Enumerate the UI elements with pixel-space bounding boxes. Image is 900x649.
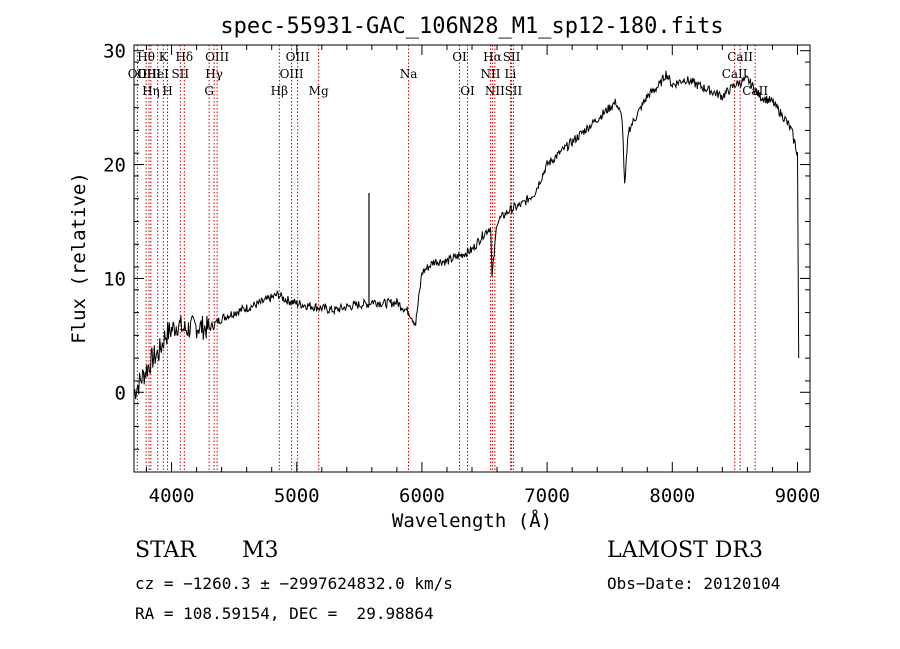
- redshift-velocity: cz = −1260.3 ± −2997624832.0 km/s: [135, 574, 453, 593]
- x-tick-label: 4000: [149, 485, 195, 507]
- spectral-line-label: OII: [128, 67, 148, 81]
- x-axis-ticks: 4000 5000 6000 7000 8000 9000: [146, 45, 821, 507]
- y-axis-title: Flux (relative): [68, 172, 90, 344]
- spectral-line-markers: [136, 45, 756, 472]
- object-class: STAR: [135, 538, 196, 563]
- spectral-line-label: Mg: [309, 84, 329, 98]
- spectral-line-label: H: [162, 84, 172, 98]
- spectral-line-label: SII: [505, 84, 523, 98]
- spectral-line-label: Hδ: [175, 50, 193, 64]
- survey-name: LAMOST DR3: [607, 538, 763, 563]
- y-axis-ticks: 0 10 20 30: [103, 41, 810, 450]
- spectral-line-label: SII: [171, 67, 189, 81]
- x-tick-label: 9000: [775, 485, 821, 507]
- spectral-line-label: OIII: [280, 67, 304, 81]
- x-tick-label: 5000: [274, 485, 320, 507]
- object-subclass: M3: [242, 538, 279, 563]
- spectral-line-label: CaII: [727, 50, 753, 64]
- spectral-line-label: K: [159, 50, 169, 64]
- spectral-line-label: HeI: [147, 67, 170, 81]
- spectral-line-label: OIII: [137, 67, 161, 81]
- spectral-line-label: NII: [481, 67, 501, 81]
- y-tick-label: 30: [103, 41, 126, 63]
- spectral-line-label: Hα: [483, 50, 502, 64]
- y-tick-label: 0: [115, 382, 126, 404]
- spectral-line-label: G: [204, 84, 214, 98]
- spectral-line-label: OI: [452, 50, 467, 64]
- spectral-line-labels: OII Hθ OIII Hη HeI K H SII Hδ G Hγ OIII Hβ OIII OIII Mg…: [128, 50, 769, 98]
- spectral-line-label: CaII: [722, 67, 748, 81]
- x-tick-label: 6000: [399, 485, 445, 507]
- spectrum-series-line: [133, 70, 800, 400]
- spectral-line-label: OIII: [286, 50, 310, 64]
- y-tick-label: 20: [103, 155, 126, 177]
- sky-coordinates: RA = 108.59154, DEC = 29.98864: [135, 604, 434, 623]
- spectral-line-label: Li: [505, 67, 517, 81]
- spectral-line-label: Hβ: [271, 84, 288, 98]
- x-tick-label: 7000: [524, 485, 570, 507]
- spectral-line-label: Hη: [142, 84, 160, 98]
- chart-title: spec-55931-GAC_106N28_M1_sp12-180.fits: [220, 14, 723, 39]
- x-tick-label: 8000: [649, 485, 695, 507]
- x-axis-title: Wavelength (Å): [392, 509, 552, 532]
- plot-frame: [133, 44, 811, 473]
- y-tick-label: 10: [103, 268, 126, 290]
- spectral-line-label: Hγ: [205, 67, 223, 81]
- observation-date: Obs−Date: 20120104: [607, 574, 781, 593]
- spectral-line-label: NII: [485, 84, 505, 98]
- spectral-line-label: SII: [503, 50, 521, 64]
- spectral-line-label: Na: [400, 67, 418, 81]
- spectral-line-label: OIII: [205, 50, 229, 64]
- spectral-line-label: Hθ: [137, 50, 155, 64]
- spectral-line-label: OI: [460, 84, 475, 98]
